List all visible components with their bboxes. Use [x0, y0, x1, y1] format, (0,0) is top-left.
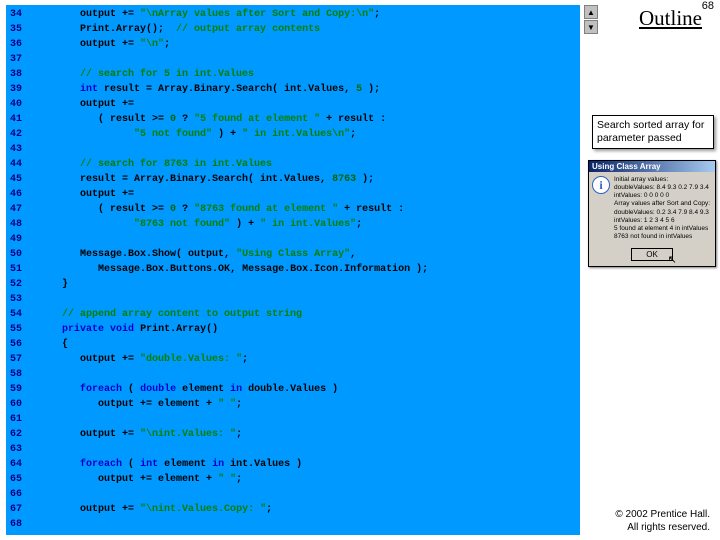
line-number: 59: [6, 382, 26, 397]
line-number: 44: [6, 157, 26, 172]
line-number: 43: [6, 142, 26, 157]
line-number: 36: [6, 37, 26, 52]
line-number: 42: [6, 127, 26, 142]
line-number: 45: [6, 172, 26, 187]
line-number: 52: [6, 277, 26, 292]
right-panel: ▲ ▼ 68 Outline: [584, 0, 720, 540]
line-number: 41: [6, 112, 26, 127]
outline-heading: Outline: [639, 6, 702, 31]
line-number: 35: [6, 22, 26, 37]
ok-button[interactable]: OK↖: [631, 248, 673, 261]
cursor-icon: ↖: [668, 253, 677, 266]
line-number: 34: [6, 7, 26, 22]
line-number: 53: [6, 292, 26, 307]
line-number: 40: [6, 97, 26, 112]
line-number: 65: [6, 472, 26, 487]
line-number: 47: [6, 202, 26, 217]
line-number: 50: [6, 247, 26, 262]
line-number: 46: [6, 187, 26, 202]
line-number: 66: [6, 487, 26, 502]
line-number: 39: [6, 82, 26, 97]
copyright: © 2002 Prentice Hall. All rights reserve…: [615, 508, 710, 534]
line-number: 38: [6, 67, 26, 82]
code-panel: 34 output += "\nArray values after Sort …: [6, 5, 580, 535]
scroll-buttons: ▲ ▼: [584, 5, 600, 35]
line-number: 62: [6, 427, 26, 442]
dialog-text: Initial array values: doubleValues: 8.4 …: [614, 176, 710, 241]
line-number: 68: [6, 517, 26, 532]
info-icon: i: [592, 176, 610, 194]
callout-box: Search sorted array for parameter passed: [592, 115, 714, 149]
message-box-dialog: Using Class Array i Initial array values…: [588, 160, 716, 267]
line-number: 55: [6, 322, 26, 337]
line-number: 58: [6, 367, 26, 382]
line-number: 60: [6, 397, 26, 412]
line-number: 48: [6, 217, 26, 232]
line-number: 61: [6, 412, 26, 427]
page-number: 68: [702, 0, 714, 12]
line-number: 54: [6, 307, 26, 322]
line-number: 49: [6, 232, 26, 247]
line-number: 64: [6, 457, 26, 472]
line-number: 57: [6, 352, 26, 367]
dialog-title: Using Class Array: [589, 161, 715, 172]
scroll-down-button[interactable]: ▼: [584, 20, 598, 34]
line-number: 63: [6, 442, 26, 457]
line-number: 56: [6, 337, 26, 352]
line-number: 37: [6, 52, 26, 67]
scroll-up-button[interactable]: ▲: [584, 5, 598, 19]
line-number: 67: [6, 502, 26, 517]
line-number: 51: [6, 262, 26, 277]
